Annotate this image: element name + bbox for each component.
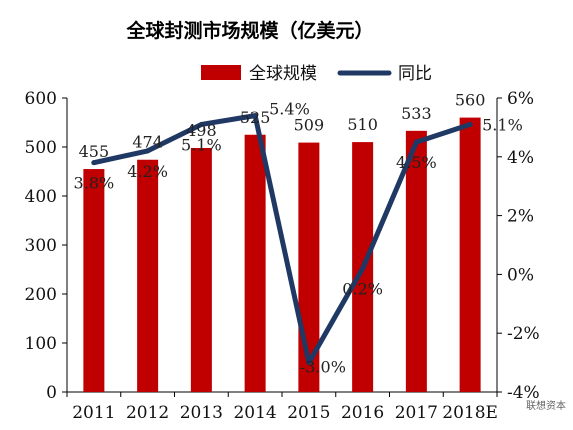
left-axis-tick-label: 100	[25, 334, 57, 354]
x-axis-tick-label: 2017	[395, 403, 438, 423]
x-axis-tick-label: 2016	[341, 403, 384, 423]
line-point	[306, 360, 312, 366]
x-axis-tick-label: 2014	[233, 403, 276, 423]
line-value-label: 4.2%	[127, 162, 168, 181]
x-axis-tick-label: 2015	[287, 403, 330, 423]
left-axis-tick-label: 600	[25, 89, 57, 109]
bar	[459, 117, 481, 392]
line-point	[91, 160, 97, 166]
bar	[190, 147, 212, 392]
line-value-label: 0.2%	[342, 280, 383, 299]
line-point	[252, 113, 258, 119]
line-point	[198, 121, 204, 127]
bar-value-label: 498	[186, 121, 217, 140]
axes: 0 100 200 300 400 500 600 -4% -2% 0% 2% 4% 6% 2011 201…	[25, 89, 540, 423]
line-value-label: -3.0%	[300, 358, 346, 377]
line-series-path	[91, 113, 473, 366]
left-axis-tick-label: 0	[46, 383, 57, 403]
line-value-label: 4.5%	[396, 153, 437, 172]
line-value-label: 5.1%	[482, 115, 523, 134]
bar	[137, 159, 159, 392]
legend-bar-swatch	[201, 65, 241, 80]
bar-value-label: 560	[455, 91, 486, 110]
left-axis-tick-label: 500	[25, 138, 57, 158]
bar-value-label: 474	[132, 133, 163, 152]
legend: 全球规模 同比	[201, 64, 432, 84]
bar-value-label: 533	[401, 104, 432, 123]
line-value-label: 5.1%	[181, 135, 222, 154]
x-axis-tick-label: 2012	[126, 403, 169, 423]
bar	[244, 134, 266, 392]
line-point	[360, 266, 366, 272]
right-axis-tick-label: 4%	[507, 148, 534, 168]
bar-value-label: 455	[79, 142, 110, 161]
line-value-label: 5.4%	[269, 100, 310, 119]
left-axis-tick-label: 300	[25, 236, 57, 256]
bar	[405, 130, 427, 392]
x-axis-tick-label: 2013	[180, 403, 223, 423]
left-axis-tick-label: 200	[25, 285, 57, 305]
chart-title: 全球封测市场规模（亿美元）	[125, 19, 373, 42]
left-axis-tick-label: 400	[25, 187, 57, 207]
watermark: 联想资本	[526, 399, 566, 412]
line-value-label: 3.8%	[74, 174, 115, 193]
right-axis-tick-label: 6%	[507, 89, 534, 109]
bar-value-label: 510	[347, 115, 378, 134]
line-point	[467, 121, 473, 127]
line-series	[91, 113, 473, 366]
legend-bar-label: 全球规模	[249, 64, 317, 84]
line-point	[413, 139, 419, 145]
bar-value-label: 525	[240, 108, 271, 127]
x-axis-tick-label: 2018E	[442, 403, 498, 423]
x-axis-tick-label: 2011	[72, 403, 115, 423]
right-axis-tick-label: 0%	[507, 265, 534, 285]
bar-value-label: 509	[294, 116, 325, 135]
data-labels: 455 474 498 525 509 510 533 560 3.8% 4.2% 5.1% 5.4%…	[74, 91, 523, 377]
right-axis-tick-label: -2%	[507, 324, 540, 344]
right-axis-tick-label: 2%	[507, 207, 534, 227]
line-point	[145, 148, 151, 154]
bar	[83, 169, 105, 392]
right-axis-tick-label: -4%	[507, 383, 540, 403]
legend-line-label: 同比	[398, 64, 432, 84]
